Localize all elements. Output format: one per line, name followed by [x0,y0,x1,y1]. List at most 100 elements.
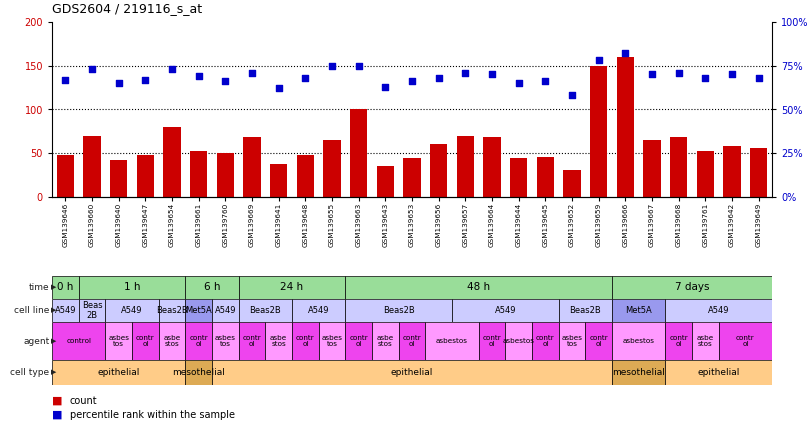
Bar [612,360,665,385]
Bar [83,136,100,197]
Bar [537,157,554,197]
Bar [243,138,261,197]
Bar [350,110,367,197]
Text: contr
ol: contr ol [669,335,688,347]
Bar [532,322,559,360]
Point [752,75,765,82]
Bar [105,299,159,322]
Point [139,76,151,83]
Bar [399,322,425,360]
Point [458,69,471,76]
Text: GDS2604 / 219116_s_at: GDS2604 / 219116_s_at [52,2,202,15]
Bar [52,299,79,322]
Bar [159,322,185,360]
Bar [403,158,420,197]
Bar [559,322,586,360]
Text: epithelial: epithelial [697,368,740,377]
Point [646,71,659,78]
Bar [52,322,105,360]
Text: asbes
tos: asbes tos [322,335,343,347]
Text: A549: A549 [54,306,76,315]
Text: asbes
tos: asbes tos [109,335,129,347]
Bar [505,322,532,360]
Text: Beas2B: Beas2B [156,306,188,315]
Bar [590,66,608,197]
Bar [665,322,692,360]
Bar [723,146,740,197]
Bar [586,322,612,360]
Point [565,92,578,99]
Point [59,76,72,83]
Bar [239,276,345,299]
Text: asbestos: asbestos [436,338,468,344]
Text: epithelial: epithelial [390,368,433,377]
Text: asbes
tos: asbes tos [561,335,582,347]
Bar [452,299,559,322]
Text: contr
ol: contr ol [243,335,262,347]
Point [672,69,685,76]
Bar [372,322,399,360]
Text: ■: ■ [52,396,62,406]
Bar [266,322,292,360]
Point [86,66,99,73]
Text: asbe
stos: asbe stos [377,335,394,347]
Bar [52,276,79,299]
Bar [185,299,212,322]
Point [245,69,258,76]
Bar [137,155,154,197]
Text: asbestos: asbestos [503,338,535,344]
Text: Met5A: Met5A [625,306,652,315]
Text: cell line: cell line [15,306,49,315]
Text: epithelial: epithelial [97,368,140,377]
Bar [665,299,772,322]
Text: contr
ol: contr ol [296,335,315,347]
Bar [292,299,345,322]
Text: 0 h: 0 h [58,282,74,293]
Bar [665,360,772,385]
Bar [190,151,207,197]
Text: ▶: ▶ [51,285,57,290]
Bar [616,57,634,197]
Text: Beas2B: Beas2B [383,306,415,315]
Text: contr
ol: contr ol [483,335,501,347]
Text: asbe
stos: asbe stos [270,335,288,347]
Bar [750,148,767,197]
Text: asbe
stos: asbe stos [164,335,181,347]
Bar [345,299,452,322]
Text: 48 h: 48 h [467,282,490,293]
Text: contr
ol: contr ol [349,335,368,347]
Text: mesothelial: mesothelial [612,368,665,377]
Bar [345,276,612,299]
Point [326,62,339,69]
Text: A549: A549 [708,306,730,315]
Bar [57,155,74,197]
Bar [185,322,212,360]
Text: A549: A549 [215,306,236,315]
Point [219,78,232,85]
Point [165,66,178,73]
Text: 1 h: 1 h [124,282,140,293]
Bar [479,322,505,360]
Bar [612,299,665,322]
Point [272,85,285,92]
Text: contr
ol: contr ol [536,335,555,347]
Bar [239,322,266,360]
Bar [559,299,612,322]
Bar [318,322,345,360]
Text: percentile rank within the sample: percentile rank within the sample [70,410,235,420]
Point [592,57,605,64]
Point [539,78,552,85]
Bar [132,322,159,360]
Text: ■: ■ [52,410,62,420]
Point [379,83,392,90]
Bar [79,276,185,299]
Bar [164,127,181,197]
Point [352,62,365,69]
Text: cell type: cell type [11,368,49,377]
Bar [430,144,447,197]
Point [406,78,419,85]
Bar [697,151,714,197]
Bar [345,322,372,360]
Point [433,75,446,82]
Bar [239,299,292,322]
